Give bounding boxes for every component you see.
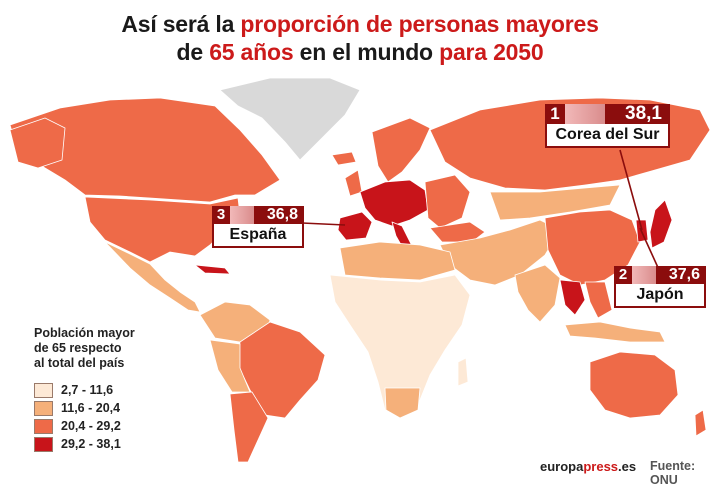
callout-japan: 2 37,6 Japón [614,266,706,308]
rank-number: 3 [212,206,230,224]
legend-label: 20,4 - 29,2 [61,419,121,433]
region-turkey [429,221,486,243]
map-legend: Población mayor de 65 respecto al total … [34,326,204,453]
callout-spain: 3 36,8 España [212,206,304,248]
region-middle-east [439,219,561,286]
region-japan [649,199,673,249]
rank-fade [565,104,605,124]
rank-value: 36,8 [254,206,304,224]
legend-title-line-2: de 65 respecto [34,341,122,355]
region-usa [84,196,241,263]
title-text-c: de [176,39,210,65]
legend-title-line-3: al total del país [34,356,125,370]
region-scandinavia [371,117,431,183]
brand-text-a: europa [540,459,584,474]
rank-fade [632,266,656,284]
leader-line-japan [639,227,661,273]
region-new-zealand [694,409,707,437]
title-line-2: de 65 años en el mundo para 2050 [0,38,720,66]
legend-title: Población mayor de 65 respecto al total … [34,326,204,371]
leader-line-korea [619,149,643,231]
region-chile-argentina [229,391,269,463]
region-india [514,264,561,323]
region-australia [589,351,679,419]
region-madagascar [457,357,469,387]
country-label-korea: Corea del Sur [545,124,670,148]
region-south-africa [384,387,421,419]
country-label-japan: Japón [614,284,706,308]
leader-line-spain [301,222,346,226]
legend-item: 20,4 - 29,2 [34,417,204,435]
brand-logo: europapress.es [540,459,636,474]
region-indochina [584,281,613,319]
legend-item: 11,6 - 20,4 [34,399,204,417]
title-text-d: 65 años [209,39,294,65]
legend-label: 29,2 - 38,1 [61,437,121,451]
region-southeast-asia [559,279,586,316]
legend-swatch [34,436,53,452]
region-iceland [331,151,357,166]
rank-number: 1 [545,104,565,124]
rank-fade [230,206,254,224]
region-central-asia [489,184,621,221]
region-north-africa [339,241,456,281]
legend-label: 11,6 - 20,4 [61,401,121,415]
legend-title-line-1: Población mayor [34,326,135,340]
rank-bar-japan: 2 37,6 [614,266,706,284]
brand-text-c: .es [618,459,637,474]
legend-swatch [34,418,53,434]
region-indonesia [564,321,666,343]
title-text-e: en el mundo [293,39,440,65]
callout-korea: 1 38,1 Corea del Sur [545,104,670,148]
rank-bar-korea: 1 38,1 [545,104,670,124]
map-title: Así será la proporción de personas mayor… [0,10,720,66]
rank-number: 2 [614,266,632,284]
rank-value: 37,6 [656,266,706,284]
legend-label: 2,7 - 11,6 [61,383,114,397]
rank-value: 38,1 [605,104,670,124]
source-credit: Fuente: ONU [650,459,696,487]
region-eastern-europe [424,174,471,229]
title-text-b: proporción de personas mayores [240,11,599,37]
region-sub-saharan-africa [329,274,471,416]
region-alaska [9,117,66,169]
region-mexico [104,241,201,313]
title-text-f: para 2050 [439,39,544,65]
legend-item: 29,2 - 38,1 [34,435,204,453]
region-canada [9,97,281,203]
legend-swatch [34,400,53,416]
brand-text-b: press [583,459,619,474]
region-spain [337,211,373,241]
region-cuba [194,264,231,275]
country-label-spain: España [212,224,304,248]
legend-item: 2,7 - 11,6 [34,381,204,399]
title-line-1: Así será la proporción de personas mayor… [0,10,720,38]
region-uk [344,169,363,197]
rank-bar-spain: 3 36,8 [212,206,304,224]
region-greenland [219,77,361,161]
world-map [9,77,711,463]
title-text-a: Así será la [121,11,241,37]
legend-swatch [34,382,53,398]
region-central-europe [359,179,429,227]
